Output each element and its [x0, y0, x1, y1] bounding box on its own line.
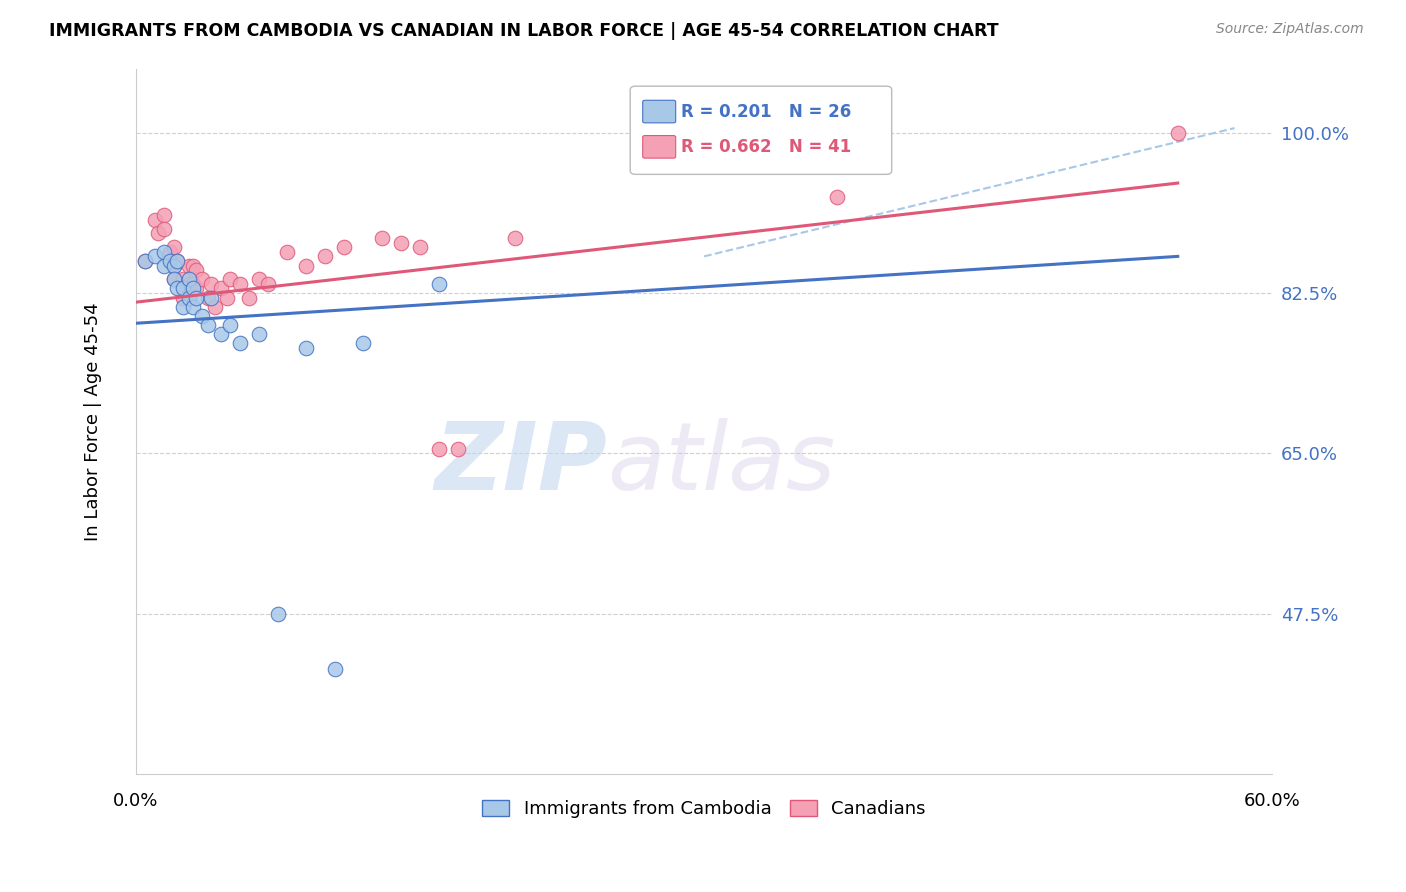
Point: [177, 272, 200, 286]
Point: [172, 291, 194, 305]
Point: [333, 240, 356, 254]
Point: [209, 281, 232, 295]
Point: [503, 231, 526, 245]
Point: [447, 442, 470, 456]
Point: [143, 212, 166, 227]
Point: [427, 442, 450, 456]
Point: [162, 240, 184, 254]
Text: ZIP: ZIP: [434, 417, 607, 509]
Point: [825, 190, 848, 204]
Point: [314, 249, 336, 263]
Point: [371, 231, 394, 245]
Point: [148, 227, 170, 241]
Point: [323, 662, 346, 676]
Point: [172, 281, 194, 295]
Point: [172, 300, 194, 314]
Point: [352, 336, 374, 351]
Point: [166, 254, 188, 268]
Point: [143, 249, 166, 263]
Point: [162, 272, 184, 286]
Point: [427, 277, 450, 291]
Point: [186, 291, 208, 305]
Point: [134, 254, 156, 268]
Point: [166, 254, 188, 268]
Point: [1167, 126, 1189, 140]
Point: [276, 244, 298, 259]
Point: [153, 208, 176, 222]
Point: [197, 291, 219, 305]
FancyBboxPatch shape: [643, 100, 676, 123]
Point: [153, 259, 176, 273]
Point: [204, 300, 226, 314]
Point: [153, 244, 176, 259]
Text: Source: ZipAtlas.com: Source: ZipAtlas.com: [1216, 22, 1364, 37]
Text: In Labor Force | Age 45-54: In Labor Force | Age 45-54: [83, 302, 101, 541]
Point: [186, 281, 208, 295]
Point: [181, 300, 204, 314]
Text: R = 0.201   N = 26: R = 0.201 N = 26: [682, 103, 852, 120]
Point: [219, 318, 242, 332]
Point: [238, 291, 260, 305]
Point: [295, 341, 318, 355]
Point: [172, 272, 194, 286]
Point: [247, 272, 270, 286]
Text: IMMIGRANTS FROM CAMBODIA VS CANADIAN IN LABOR FORCE | AGE 45-54 CORRELATION CHAR: IMMIGRANTS FROM CAMBODIA VS CANADIAN IN …: [49, 22, 998, 40]
Point: [409, 240, 432, 254]
Point: [191, 309, 214, 323]
Point: [177, 277, 200, 291]
Point: [162, 259, 184, 273]
Point: [247, 327, 270, 342]
Point: [134, 254, 156, 268]
Point: [267, 607, 290, 621]
Point: [162, 272, 184, 286]
Point: [159, 244, 181, 259]
Text: R = 0.662   N = 41: R = 0.662 N = 41: [682, 138, 852, 156]
Point: [209, 327, 232, 342]
FancyBboxPatch shape: [643, 136, 676, 158]
Point: [229, 277, 252, 291]
Point: [162, 259, 184, 273]
Point: [166, 281, 188, 295]
Point: [159, 254, 181, 268]
Point: [153, 222, 176, 236]
Point: [191, 272, 214, 286]
Point: [200, 291, 222, 305]
Point: [177, 259, 200, 273]
Point: [215, 291, 238, 305]
Point: [181, 281, 204, 295]
FancyBboxPatch shape: [630, 87, 891, 174]
Text: 0.0%: 0.0%: [112, 792, 159, 811]
Point: [219, 272, 242, 286]
Point: [200, 277, 222, 291]
Point: [295, 259, 318, 273]
Point: [181, 259, 204, 273]
Point: [257, 277, 280, 291]
Point: [197, 318, 219, 332]
Point: [181, 277, 204, 291]
Text: 60.0%: 60.0%: [1244, 792, 1301, 811]
Point: [186, 263, 208, 277]
Point: [389, 235, 412, 250]
Point: [177, 291, 200, 305]
Point: [229, 336, 252, 351]
Legend: Immigrants from Cambodia, Canadians: Immigrants from Cambodia, Canadians: [475, 792, 934, 825]
Text: atlas: atlas: [607, 418, 835, 509]
